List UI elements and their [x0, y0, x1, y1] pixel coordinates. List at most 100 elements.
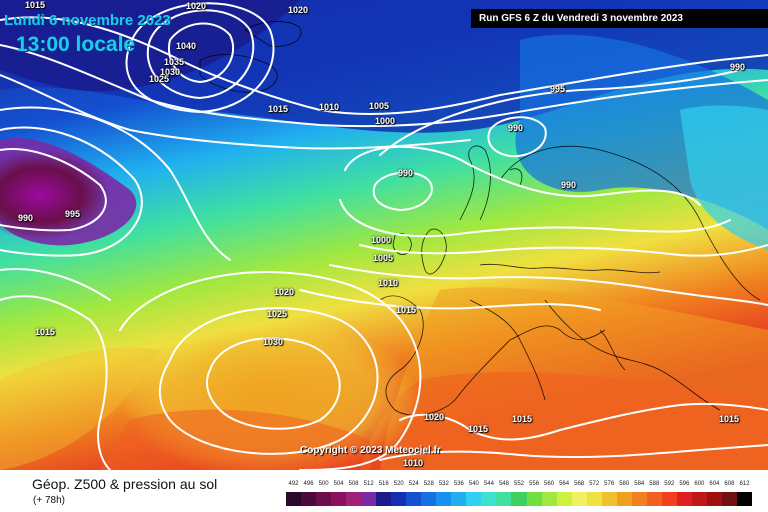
legend-panel: Géop. Z500 & pression au sol (+ 78h) 492… — [0, 470, 768, 512]
colorbar-label: 508 — [348, 481, 359, 487]
isobar-label: 1035 — [164, 57, 185, 67]
colorbar-label: 496 — [303, 481, 314, 487]
colorbar-label: 576 — [604, 481, 615, 487]
colorbar-label: 600 — [694, 481, 705, 487]
product-title: Géop. Z500 & pression au sol — [32, 476, 218, 492]
colorbar-swatch — [481, 492, 497, 506]
colorbar-label: 536 — [453, 481, 464, 487]
isobar-label: 990 — [730, 62, 746, 72]
colorbar-swatch — [361, 492, 377, 506]
colorbar-label: 516 — [378, 481, 389, 487]
colorbar-label: 492 — [288, 481, 299, 487]
isobar-label: 1010 — [378, 278, 399, 288]
copyright: Copyright © 2023 Meteociel.fr — [300, 445, 441, 456]
colorbar-swatch — [286, 492, 302, 506]
isobar-label: 990 — [398, 168, 414, 178]
colorbar-label: 540 — [468, 481, 479, 487]
isobar-label: 990 — [18, 213, 34, 223]
lead-time: (+ 78h) — [33, 495, 65, 506]
colorbar-swatch — [406, 492, 422, 506]
colorbar-label: 556 — [529, 481, 540, 487]
colorbar-swatch — [616, 492, 632, 506]
isobar-label: 1005 — [369, 101, 390, 111]
colorbar-swatch — [571, 492, 587, 506]
colorbar-labels: 492 496 500 504 508 512 516 520 524 528 532 536 540 5… — [286, 481, 752, 490]
colorbar-label: 500 — [318, 481, 329, 487]
isobar-label: 1030 — [263, 337, 284, 347]
colorbar-swatch — [496, 492, 512, 506]
colorbar-label: 520 — [393, 481, 404, 487]
isobar-label: 1020 — [288, 5, 309, 15]
colorbar-swatch — [511, 492, 527, 506]
colorbar-swatch — [556, 492, 572, 506]
isobar-label: 1015 — [396, 305, 417, 315]
local-time: 13:00 locale — [16, 33, 136, 56]
isobar-label: 1020 — [424, 412, 445, 422]
colorbar-swatch — [721, 492, 737, 506]
isobars — [0, 2, 768, 470]
isobar-label: 1030 — [160, 67, 181, 77]
isobar-label: 1000 — [371, 235, 392, 245]
isobar-label: 1010 — [403, 458, 424, 468]
colorbar-swatch — [601, 492, 617, 506]
colorbar-label: 584 — [634, 481, 645, 487]
colorbar: 492 496 500 504 508 512 516 520 524 528 532 536 540 5… — [286, 481, 752, 506]
colorbar-label: 560 — [544, 481, 555, 487]
colorbar-swatch — [466, 492, 482, 506]
colorbar-label: 564 — [559, 481, 570, 487]
isobar-label: 1000 — [375, 116, 396, 126]
colorbar-label: 612 — [739, 481, 750, 487]
colorbar-swatch — [301, 492, 317, 506]
colorbar-swatch — [706, 492, 722, 506]
colorbar-label: 528 — [423, 481, 434, 487]
isobar-label: 1040 — [176, 41, 197, 51]
colorbar-swatch — [691, 492, 707, 506]
isobar-label: 1015 — [268, 104, 289, 114]
colorbar-swatch — [646, 492, 662, 506]
colorbar-swatches — [286, 492, 752, 506]
run-info: Run GFS 6 Z du Vendredi 3 novembre 2023 — [471, 9, 768, 28]
isobar-label: 1015 — [35, 327, 56, 337]
isobar-label: 1015 — [512, 414, 533, 424]
isobar-label: 1025 — [267, 309, 288, 319]
colorbar-swatch — [451, 492, 467, 506]
colorbar-label: 568 — [574, 481, 585, 487]
colorbar-label: 596 — [679, 481, 690, 487]
isobar-label: 1025 — [149, 74, 170, 84]
colorbar-swatch — [316, 492, 332, 506]
isobar-label: 1005 — [373, 253, 394, 263]
colorbar-swatch — [661, 492, 677, 506]
isobar-label: 990 — [508, 123, 524, 133]
colorbar-label: 552 — [513, 481, 525, 487]
colorbar-label: 572 — [589, 481, 600, 487]
colorbar-swatch — [586, 492, 602, 506]
colorbar-swatch — [631, 492, 647, 506]
colorbar-label: 524 — [408, 481, 419, 487]
colorbar-swatch — [331, 492, 347, 506]
isobar-label: 1020 — [274, 287, 295, 297]
colorbar-label: 544 — [483, 481, 494, 487]
colorbar-label: 604 — [709, 481, 720, 487]
isobar-label: 990 — [561, 180, 577, 190]
colorbar-label: 532 — [438, 481, 449, 487]
isobar-label: 1015 — [719, 414, 740, 424]
colorbar-swatch — [676, 492, 692, 506]
isobar-label: 995 — [550, 84, 566, 94]
colorbar-swatch — [376, 492, 392, 506]
colorbar-swatch — [421, 492, 437, 506]
colorbar-label: 512 — [363, 481, 374, 487]
isobar-label: 995 — [65, 209, 81, 219]
colorbar-swatch — [541, 492, 557, 506]
colorbar-swatch — [736, 492, 752, 506]
colorbar-swatch — [436, 492, 452, 506]
isobar-label: 1015 — [468, 424, 489, 434]
colorbar-label: 592 — [664, 481, 675, 487]
coastlines — [199, 21, 761, 416]
colorbar-label: 608 — [724, 481, 735, 487]
isobar-label: 1010 — [319, 102, 340, 112]
colorbar-label: 504 — [333, 481, 344, 487]
valid-date: Lundi 6 novembre 2023 — [4, 12, 171, 29]
colorbar-swatch — [346, 492, 362, 506]
colorbar-swatch — [391, 492, 407, 506]
